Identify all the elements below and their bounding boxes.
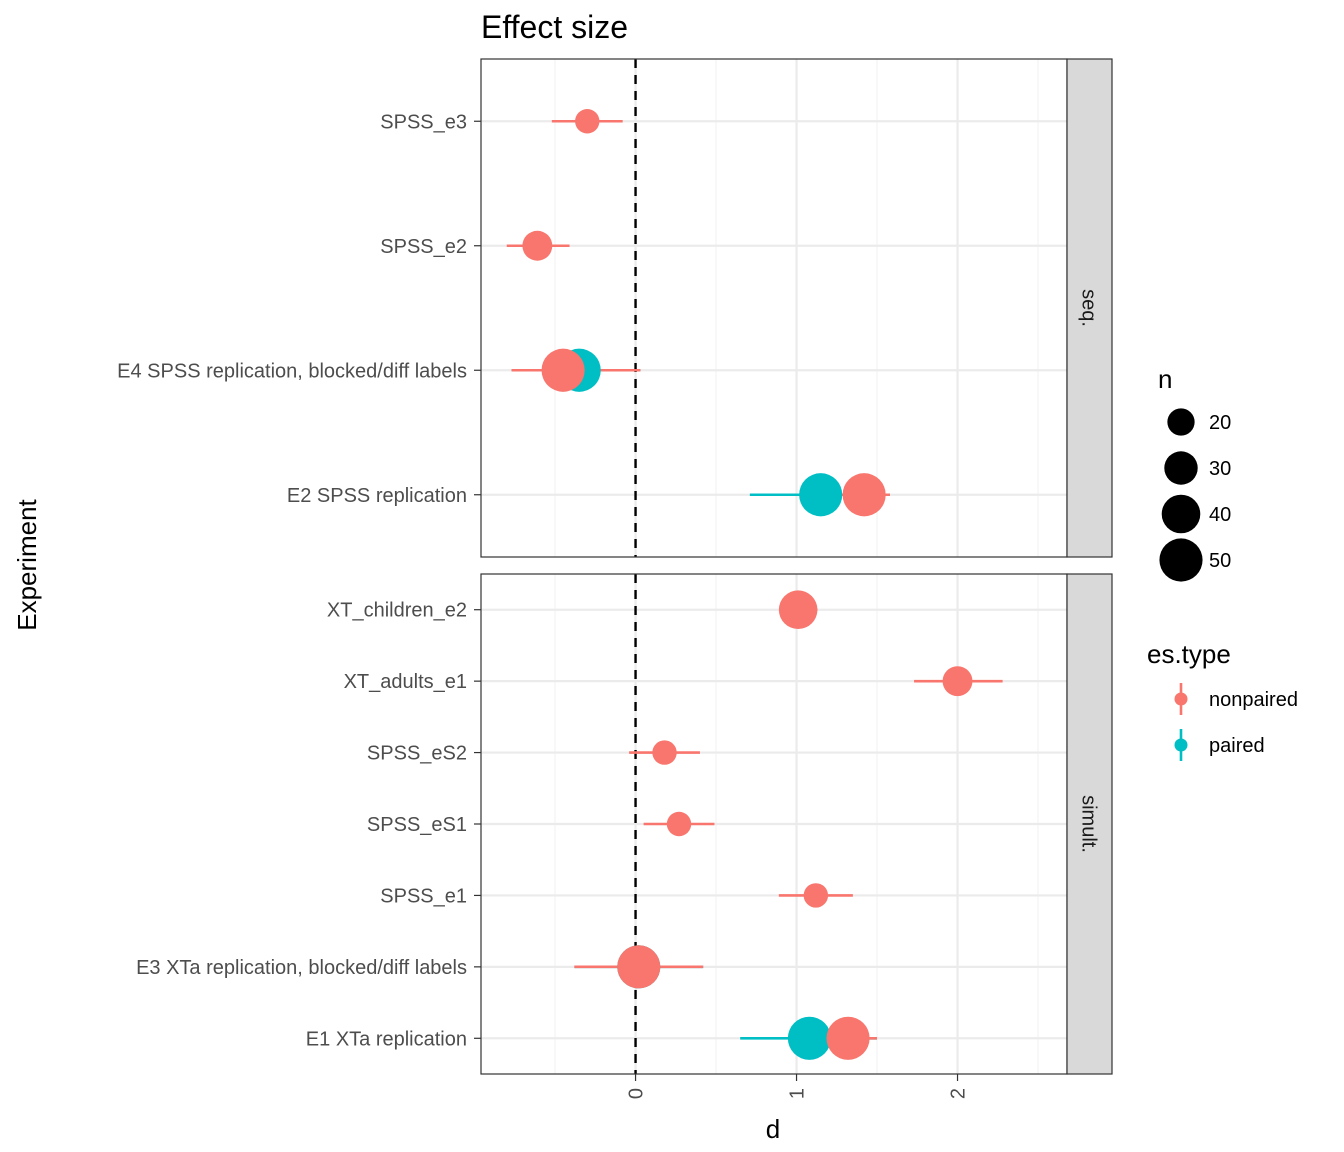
size-legend-key [1164,451,1198,485]
y-tick-label: SPSS_eS2 [367,743,467,765]
color-legend-label: nonpaired [1209,689,1298,711]
point-nonpaired [522,230,553,261]
size-legend-label: 30 [1209,458,1231,480]
color-legend-label: paired [1209,735,1265,757]
facet-panel-1: XT_children_e2 XT_adults_e1 SPSS_eS2 SPSS_e… [136,573,1113,1075]
size-legend-label: 20 [1209,412,1231,434]
y-tick-label: E1 XTa replication [306,1028,467,1050]
size-legend-label: 50 [1209,550,1231,572]
color-legend-title: es.type [1147,639,1231,669]
point-paired [799,473,843,517]
y-tick-label: E3 XTa replication, blocked/diff labels [136,957,467,979]
size-legend-key [1161,494,1201,534]
facet-panel-0: SPSS_e3 SPSS_e2 E4 SPSS replication, block… [117,58,1113,558]
point-nonpaired [541,348,585,392]
point-nonpaired [778,590,818,630]
point-nonpaired [666,811,692,837]
facet-strip [1066,58,1113,558]
point-nonpaired [826,1016,870,1060]
color-legend-key [1174,692,1188,706]
facet-strip-label: simult. [1078,795,1100,853]
x-tick-label: 2 [948,1088,970,1099]
y-tick-label: E4 SPSS replication, blocked/diff labels [117,360,467,382]
chart-title: Effect size [481,9,628,45]
point-nonpaired [575,109,600,134]
y-tick-label: E2 SPSS replication [287,485,467,507]
size-legend-key [1167,408,1195,436]
size-legend-label: 40 [1209,504,1231,526]
point-nonpaired [803,883,829,908]
point-nonpaired [942,666,973,697]
size-legend-key [1159,538,1203,582]
y-tick-label: XT_children_e2 [327,600,467,622]
y-tick-label: SPSS_e1 [380,885,467,907]
facet-strip [1066,573,1113,1075]
y-tick-label: SPSS_e2 [380,236,467,258]
size-legend-title: n [1158,364,1172,394]
y-tick-label: SPSS_e3 [380,111,467,133]
x-tick-label: 1 [787,1088,809,1099]
color-legend-key [1174,738,1188,752]
y-tick-label: XT_adults_e1 [344,671,467,693]
point-paired [787,1016,831,1060]
facet-strip-label: seq. [1078,289,1100,327]
x-tick-label: 0 [626,1088,648,1099]
point-nonpaired [652,740,677,765]
y-tick-label: SPSS_eS1 [367,814,467,836]
point-nonpaired [842,473,886,517]
y-axis-title: Experiment [12,498,42,630]
panel-background [481,59,1067,557]
point-nonpaired [617,945,661,989]
x-axis-title: d [766,1114,780,1144]
